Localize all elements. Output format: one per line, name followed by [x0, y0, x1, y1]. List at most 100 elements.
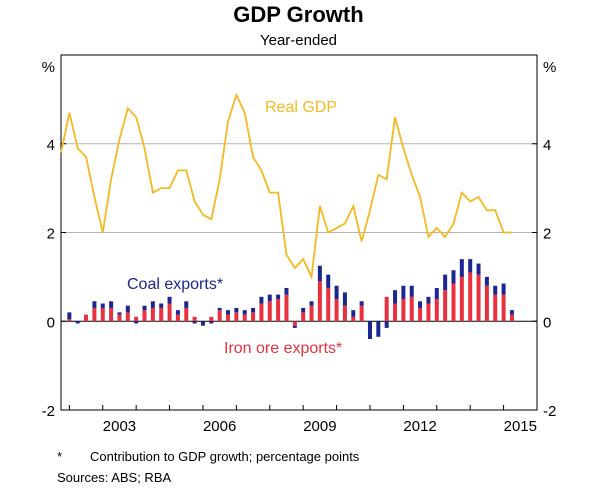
iron-ore-bar: [301, 312, 306, 322]
real-gdp-line: [60, 92, 512, 281]
coal-bar: [476, 263, 481, 275]
iron-ore-bar: [351, 316, 356, 322]
coal-bar: [75, 321, 80, 324]
footnote-text: Contribution to GDP growth; percentage p…: [90, 449, 360, 464]
coal-bar: [159, 303, 164, 308]
coal-bar: [209, 321, 214, 324]
iron-ore-bar: [125, 312, 130, 322]
y-tick-label-right: 2: [543, 226, 551, 243]
y-axis-unit-right: %: [543, 59, 556, 76]
coal-bar: [326, 274, 331, 288]
coal-bar: [359, 301, 364, 306]
coal-bar: [192, 321, 197, 324]
iron-ore-bar: [384, 296, 389, 322]
iron-ore-bar: [443, 290, 448, 322]
coal-bar: [376, 321, 381, 337]
iron-ore-bar: [134, 316, 139, 322]
coal-bar: [117, 312, 122, 315]
x-tick-label: 2015: [504, 418, 537, 435]
chart-title: GDP Growth: [233, 2, 364, 27]
iron-ore-bar: [209, 316, 214, 322]
coal-bar: [443, 274, 448, 291]
coal-bar: [67, 312, 72, 320]
coal-bar: [142, 305, 147, 311]
y-tick-label-right: 0: [543, 314, 551, 331]
coal-bar: [259, 296, 264, 304]
coal-bar: [301, 307, 306, 313]
coal-bar: [150, 301, 155, 308]
coal-bar: [251, 307, 256, 313]
coal-bar: [459, 259, 464, 277]
footnote-mark: *: [57, 449, 63, 464]
iron-ore-bar: [100, 307, 105, 322]
iron-ore-bar: [468, 272, 473, 322]
coal-bar: [426, 296, 431, 304]
coal-bar: [234, 307, 239, 313]
iron-ore-bar: [493, 294, 498, 322]
iron-ore-bar: [175, 314, 180, 322]
coal-bar: [351, 310, 356, 317]
x-tick-label: 2006: [203, 418, 236, 435]
iron-ore-bar: [426, 303, 431, 322]
coal-bar: [125, 305, 130, 313]
iron-ore-bar: [267, 301, 272, 322]
iron-ore-bar: [84, 314, 89, 322]
coal-bar: [501, 283, 506, 295]
iron-ore-bar: [92, 307, 97, 322]
coal-bar: [401, 285, 406, 300]
coal-bar: [317, 265, 322, 282]
iron-ore-bar: [451, 283, 456, 322]
iron-ore-bar: [317, 281, 322, 322]
coal-bar: [309, 301, 314, 306]
iron-ore-bar: [276, 299, 281, 322]
coal-bar: [284, 287, 289, 295]
coal-bar: [334, 285, 339, 300]
iron-ore-bar: [67, 319, 72, 322]
coal-exports-annotation: Coal exports*: [127, 276, 223, 293]
iron-ore-bar: [192, 316, 197, 322]
iron-ore-bar: [484, 285, 489, 322]
iron-ore-bar: [217, 310, 222, 322]
iron-ore-bar: [251, 312, 256, 322]
coal-bar: [342, 292, 347, 306]
x-tick-label: 2009: [303, 418, 336, 435]
iron-ore-bar: [501, 294, 506, 322]
coal-bar: [418, 301, 423, 308]
coal-bar: [109, 301, 114, 308]
iron-ore-bar: [292, 321, 297, 326]
iron-ore-bar: [117, 314, 122, 322]
iron-ore-bar: [159, 307, 164, 322]
sources-note: Sources: ABS; RBA: [57, 470, 172, 485]
iron-ore-bar: [393, 303, 398, 322]
coal-bar: [184, 301, 189, 308]
x-tick-label: 2012: [403, 418, 436, 435]
coal-bar: [276, 294, 281, 300]
iron-ore-bar: [109, 307, 114, 322]
y-tick-label-left: 2: [47, 226, 55, 243]
coal-bar: [484, 276, 489, 286]
y-tick-label-right: -2: [543, 403, 556, 420]
chart-subtitle: Year-ended: [259, 32, 337, 49]
iron-ore-bar: [242, 314, 247, 322]
coal-bar: [393, 290, 398, 304]
iron-ore-bar: [476, 274, 481, 322]
y-tick-label-left: 0: [47, 314, 55, 331]
coal-bar: [226, 310, 231, 315]
coal-bar: [92, 301, 97, 308]
iron-ore-bar: [167, 303, 172, 322]
coal-bar: [134, 321, 139, 324]
coal-bar: [451, 270, 456, 284]
iron-ore-bar: [142, 310, 147, 322]
iron-ore-bar: [259, 303, 264, 322]
coal-bar: [242, 310, 247, 315]
iron-ore-bar: [184, 307, 189, 322]
iron-ore-exports-annotation: Iron ore exports*: [224, 340, 342, 357]
coal-bar: [100, 303, 105, 308]
iron-ore-bar: [284, 294, 289, 322]
iron-ore-bar: [359, 305, 364, 322]
real-gdp-annotation: Real GDP: [265, 99, 337, 116]
coal-bar: [292, 325, 297, 328]
y-tick-label-right: 4: [543, 137, 551, 154]
iron-ore-bar: [309, 305, 314, 322]
